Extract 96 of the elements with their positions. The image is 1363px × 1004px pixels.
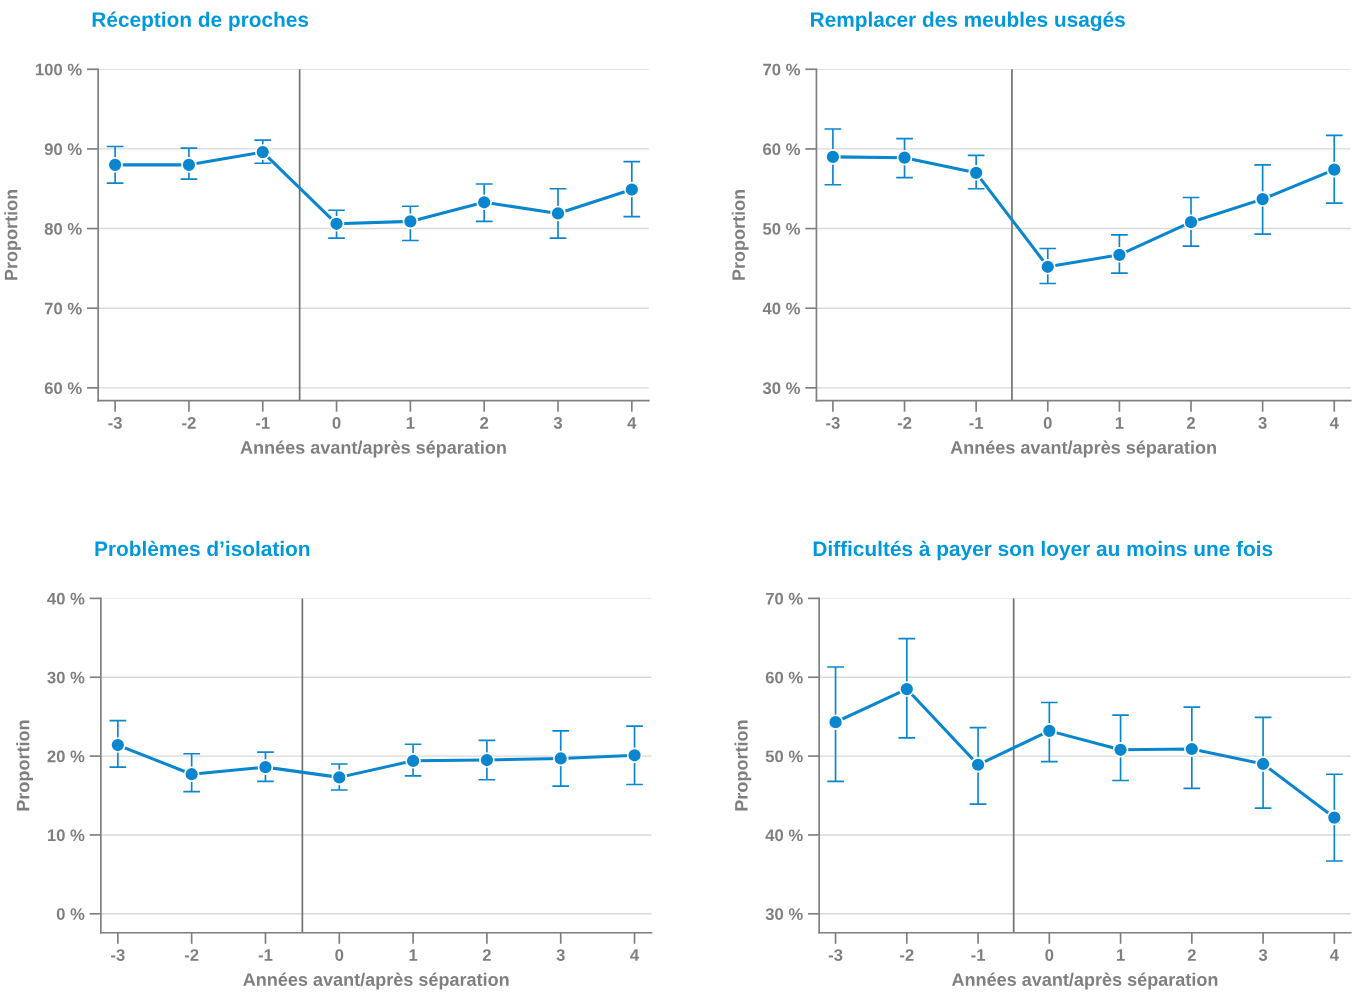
point — [1112, 741, 1129, 758]
y-axis-title: Proportion — [4, 189, 22, 280]
x-tick-label: 1 — [406, 417, 415, 429]
y-tick-label: 0 % — [56, 908, 85, 920]
x-tick-label: -2 — [900, 949, 914, 961]
point — [183, 766, 200, 783]
point — [1184, 741, 1200, 757]
point — [257, 759, 274, 775]
x-axis-title: Années avant/après séparation — [951, 972, 1218, 990]
y-tick-label: 60 % — [765, 671, 803, 684]
point — [328, 216, 345, 232]
x-tick-label: -1 — [258, 949, 273, 961]
point — [181, 157, 197, 173]
x-tick-label: -3 — [108, 417, 122, 429]
x-tick-label: 4 — [1329, 417, 1339, 429]
y-tick-label: 40 % — [47, 592, 85, 605]
point — [550, 205, 566, 222]
x-tick-label: 2 — [1187, 949, 1196, 961]
x-tick-label: 3 — [1258, 949, 1268, 961]
x-tick-label: 1 — [409, 949, 418, 961]
point — [331, 769, 348, 786]
x-tick-label: 2 — [480, 417, 489, 429]
point — [552, 750, 569, 767]
point — [825, 149, 841, 165]
point — [110, 737, 126, 753]
y-axis-title: Proportion — [731, 189, 749, 280]
point — [968, 165, 984, 181]
y-tick-label: 30 % — [765, 908, 803, 921]
x-tick-label: -3 — [828, 949, 843, 961]
x-tick-label: -1 — [255, 417, 270, 429]
y-tick-label: 100 % — [35, 63, 82, 76]
y-tick-label: 70 % — [765, 592, 803, 605]
point — [827, 714, 844, 730]
point — [1326, 809, 1343, 826]
y-tick-label: 30 % — [762, 382, 801, 395]
y-tick-label: 20 % — [47, 750, 85, 763]
x-tick-label: 2 — [1186, 417, 1195, 429]
point — [896, 149, 913, 166]
point — [476, 194, 492, 211]
point — [1039, 259, 1056, 275]
x-tick-label: 3 — [1258, 417, 1267, 429]
x-axis-title: Années avant/après séparation — [243, 972, 509, 990]
point — [626, 747, 643, 764]
x-tick-label: 4 — [1329, 949, 1339, 961]
point — [899, 681, 915, 697]
point — [1254, 191, 1271, 207]
y-tick-label: 30 % — [47, 671, 85, 684]
point — [970, 756, 986, 773]
point — [405, 753, 421, 769]
x-tick-label: 0 — [1045, 949, 1054, 961]
point — [479, 752, 495, 768]
x-tick-label: -2 — [184, 949, 199, 961]
x-tick-label: 4 — [630, 949, 640, 961]
chart-title: Remplacer des meubles usagés — [811, 11, 1125, 32]
point — [624, 181, 640, 198]
x-tick-label: 3 — [556, 949, 565, 961]
point — [1041, 723, 1058, 739]
x-tick-label: -1 — [971, 949, 986, 961]
x-tick-label: -2 — [897, 417, 912, 429]
point — [254, 144, 271, 160]
y-tick-label: 90 % — [44, 143, 82, 156]
y-axis-title: Proportion — [734, 720, 752, 811]
y-tick-label: 80 % — [44, 222, 82, 235]
point — [1255, 756, 1271, 772]
y-tick-label: 40 % — [765, 829, 803, 842]
y-tick-label: 60 % — [763, 143, 801, 156]
x-tick-label: 1 — [1116, 949, 1125, 961]
y-tick-label: 40 % — [762, 302, 801, 315]
y-tick-label: 70 % — [44, 302, 82, 315]
x-tick-label: 2 — [482, 949, 491, 961]
point — [1111, 247, 1128, 263]
chart-title: Difficultés à payer son loyer au moins une fois — [813, 540, 1273, 561]
x-tick-label: -3 — [826, 417, 840, 429]
y-tick-label: 50 % — [765, 750, 803, 763]
x-tick-label: 0 — [1043, 417, 1052, 429]
x-axis-title: Années avant/après séparation — [240, 440, 506, 458]
x-axis-title: Années avant/après séparation — [950, 440, 1216, 458]
y-axis-title: Proportion — [16, 720, 34, 811]
chart-title: Problèmes d’isolation — [95, 540, 310, 557]
y-tick-label: 60 % — [44, 382, 82, 395]
point — [1183, 214, 1199, 230]
chart-title: Réception de proches — [92, 11, 309, 32]
x-tick-label: -3 — [111, 949, 125, 961]
x-tick-label: 0 — [335, 949, 344, 961]
y-tick-label: 70 % — [763, 63, 801, 76]
y-tick-label: 10 % — [47, 829, 85, 842]
point — [1326, 161, 1343, 178]
x-tick-label: -2 — [182, 417, 196, 429]
y-tick-label: 50 % — [762, 222, 801, 235]
point — [107, 157, 123, 173]
point — [402, 213, 419, 230]
x-tick-label: -1 — [969, 417, 984, 429]
x-tick-label: 3 — [553, 417, 563, 429]
x-tick-label: 0 — [332, 417, 341, 429]
x-tick-label: 4 — [627, 417, 637, 429]
x-tick-label: 1 — [1115, 417, 1124, 429]
